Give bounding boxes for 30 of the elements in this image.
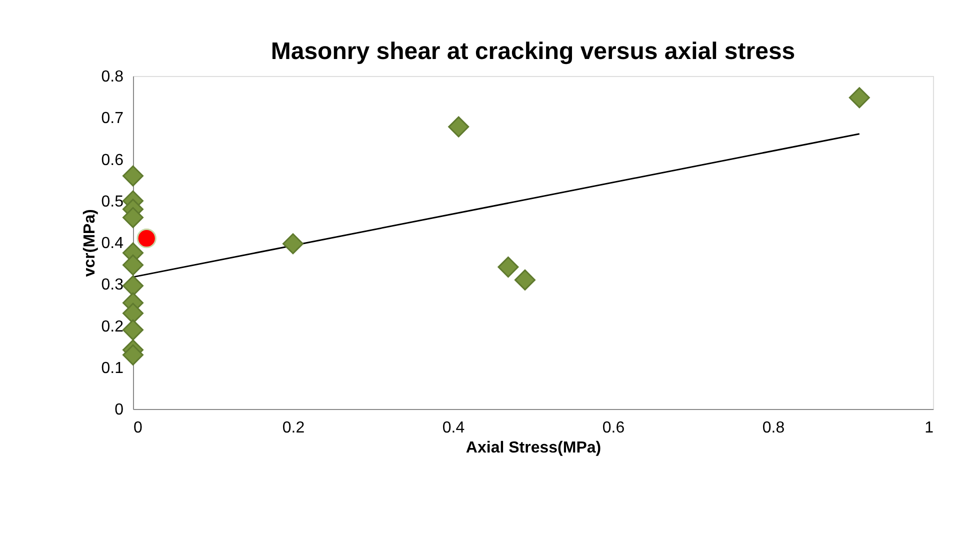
x-tick-label: 0.4 <box>442 420 465 436</box>
point <box>498 256 519 278</box>
point <box>514 269 536 290</box>
point <box>122 275 144 296</box>
y-tick-label: 0.3 <box>101 276 124 294</box>
y-tick-label: 0.6 <box>101 152 124 169</box>
y-tick-label: 0.2 <box>101 318 124 336</box>
x-tick-label: 0.6 <box>602 420 625 436</box>
point <box>122 207 144 228</box>
x-tick-label: 0.8 <box>762 420 785 436</box>
x-axis-title: Axial Stress(MPa) <box>466 440 602 456</box>
y-tick-label: 0.7 <box>101 110 124 128</box>
x-tick-label: 0.2 <box>282 420 305 436</box>
y-tick-label: 0.4 <box>101 235 124 252</box>
point <box>122 165 144 186</box>
point <box>122 254 144 276</box>
x-tick-label: 0 <box>134 420 142 436</box>
point <box>136 228 156 248</box>
chart-title: Masonry shear at cracking versus axial stress <box>270 38 796 65</box>
y-tick-label: 0 <box>114 402 124 418</box>
point <box>122 344 144 366</box>
y-tick-label: 0.5 <box>101 193 124 210</box>
y-axis-title: vcr(MPa) <box>81 209 98 277</box>
y-tick-label: 0.1 <box>101 360 124 377</box>
point <box>848 87 870 108</box>
x-tick-label: 1 <box>924 420 934 436</box>
point <box>282 233 304 254</box>
y-tick-label: 0.8 <box>101 68 124 86</box>
point <box>448 116 470 138</box>
point <box>122 319 144 340</box>
